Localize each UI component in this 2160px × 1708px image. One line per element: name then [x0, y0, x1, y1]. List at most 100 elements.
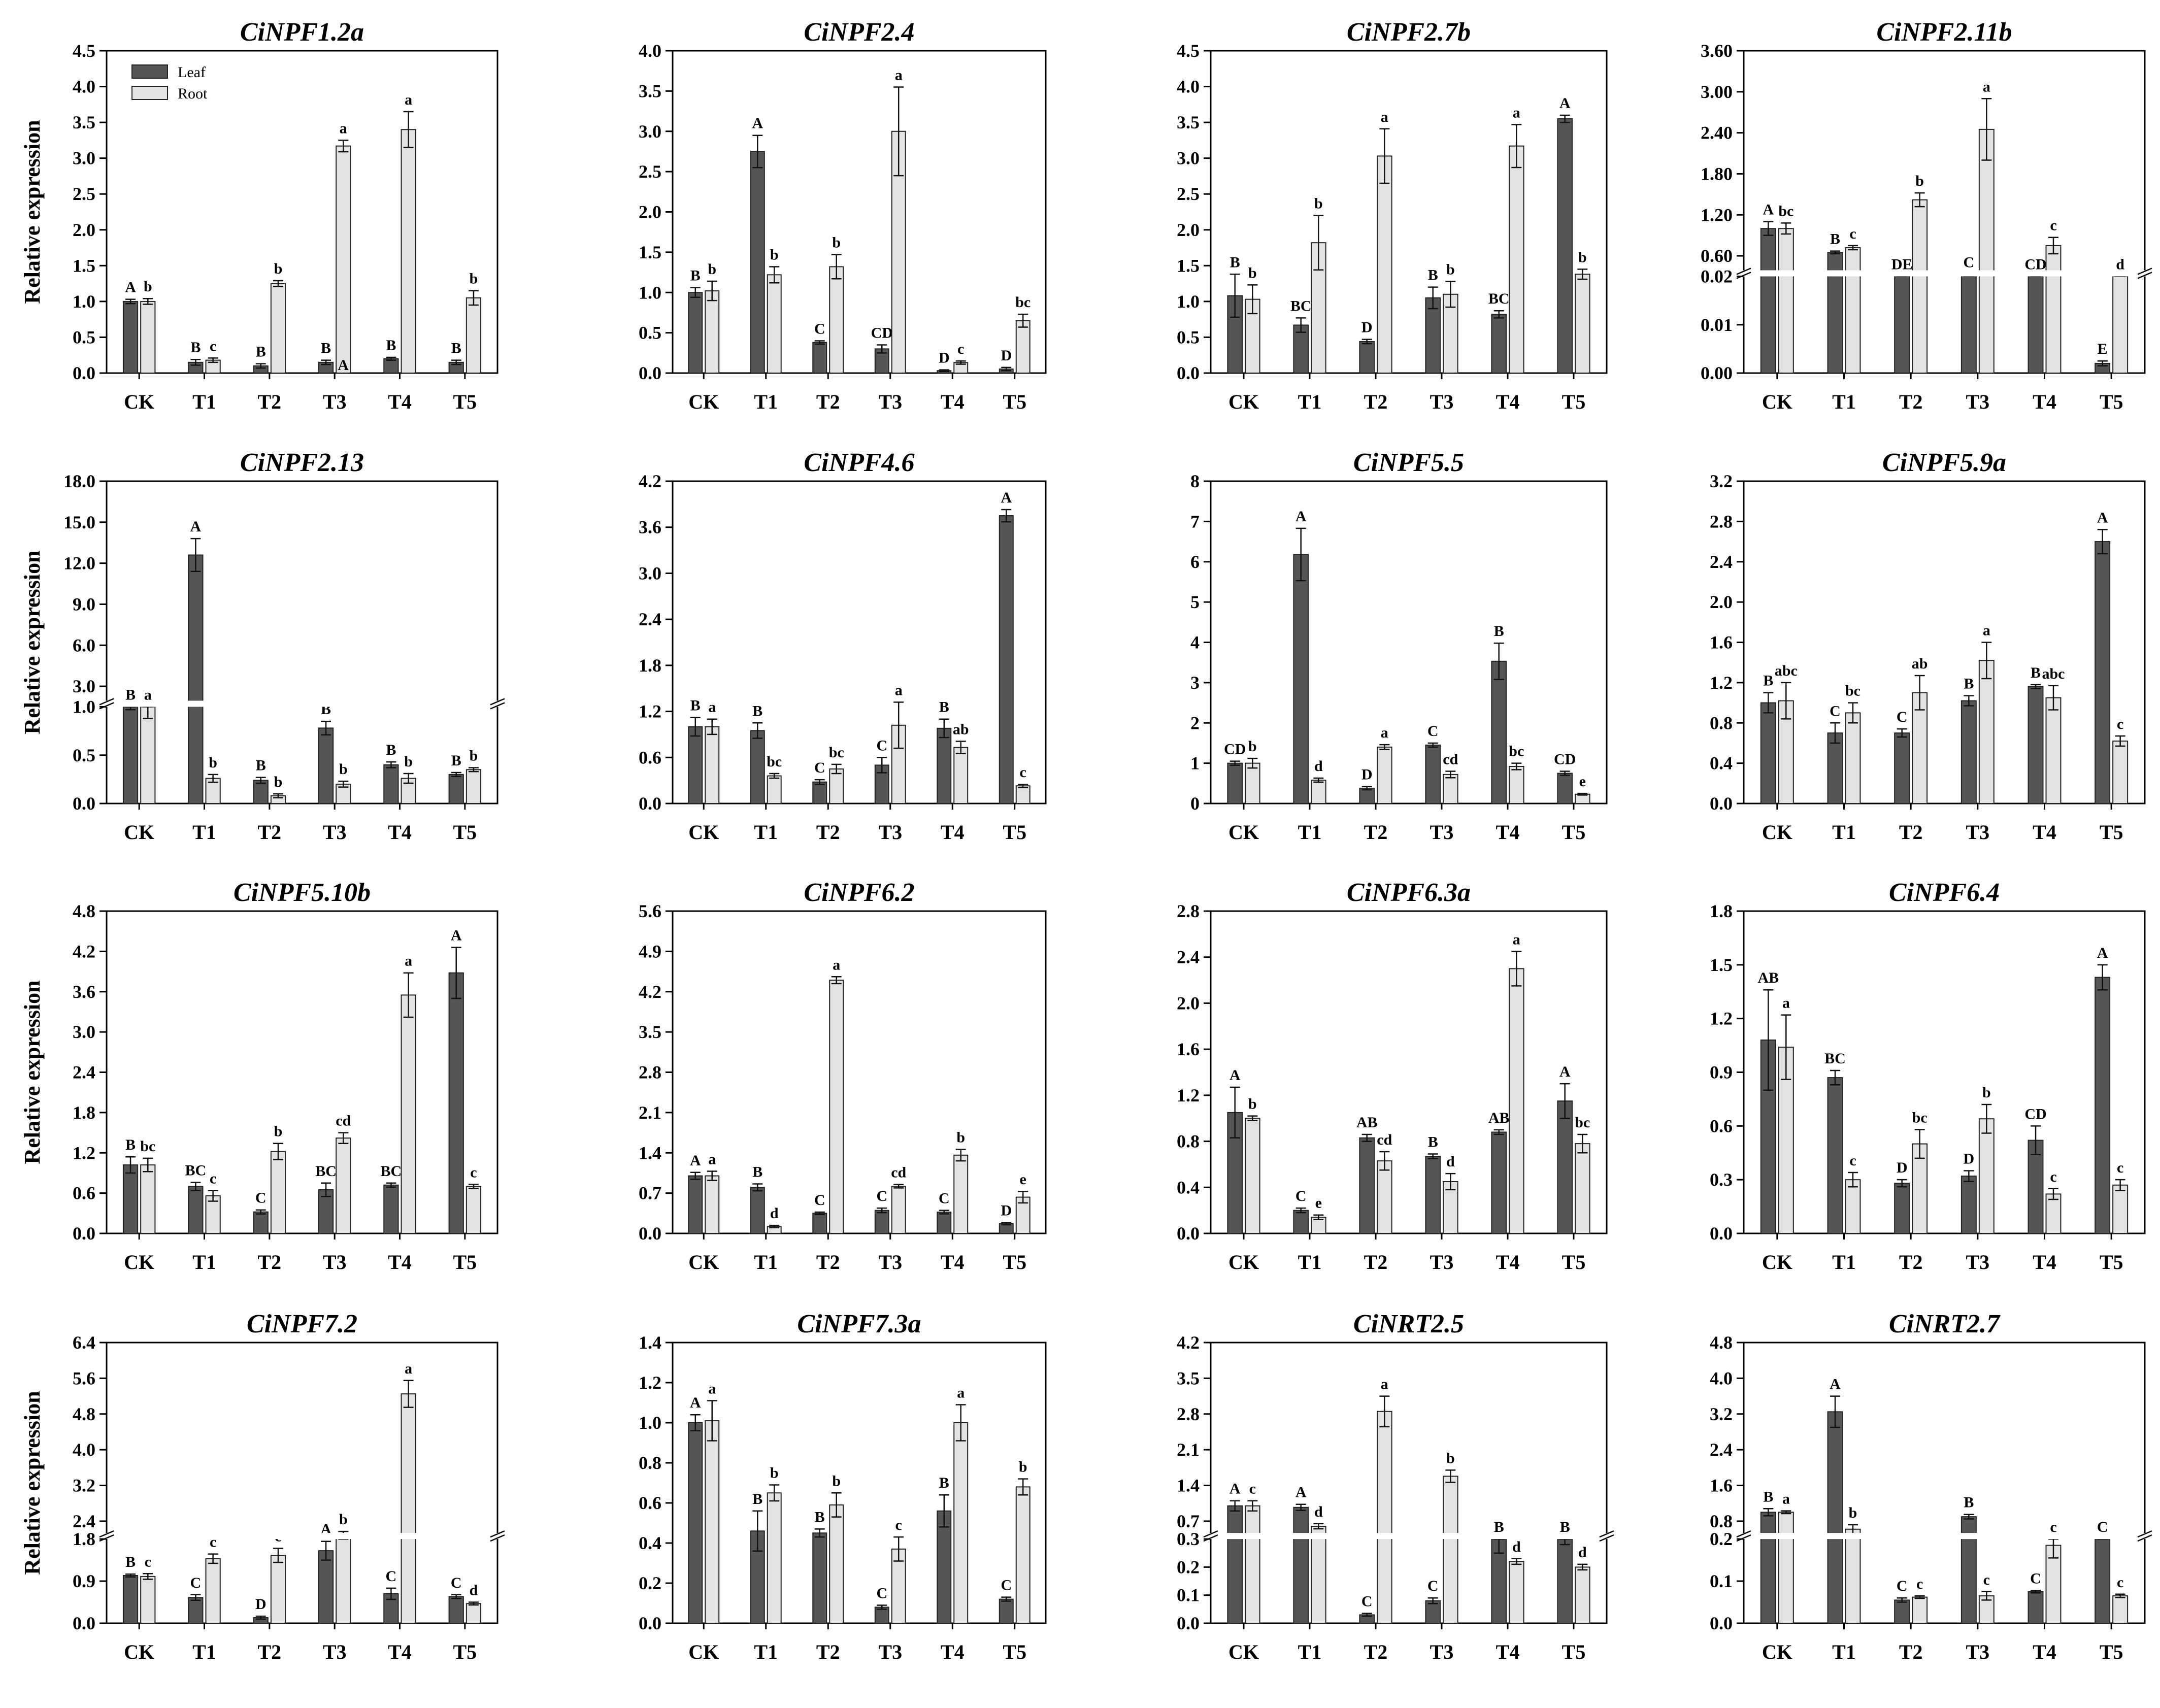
bar-leaf-T2 — [812, 1532, 827, 1624]
significance-label: C — [255, 1190, 267, 1207]
bar-leaf-T5 — [1557, 1100, 1573, 1234]
bar-leaf-T3 — [874, 1210, 889, 1234]
y-tick-label: 2.8 — [1177, 1404, 1200, 1424]
bar-leaf-T2 — [1894, 276, 1910, 374]
significance-label: A — [1763, 202, 1774, 218]
y-tick-label: 2.8 — [1177, 901, 1200, 921]
bar-leaf-CK — [688, 292, 703, 374]
y-tick-label: 1.6 — [1177, 1039, 1200, 1059]
y-tick-label: 0.5 — [73, 745, 95, 765]
panel-title: CiNPF2.13 — [240, 448, 364, 477]
bar-leaf-T4 — [1491, 1131, 1507, 1234]
significance-label: CD — [2024, 256, 2046, 273]
significance-label: d — [1446, 1153, 1455, 1170]
y-tick-label: 1.4 — [639, 1332, 661, 1353]
bar-leaf-T5 — [2095, 541, 2111, 804]
y-tick-label: 4.2 — [1177, 1332, 1200, 1353]
bar-root-CK — [1778, 228, 1794, 374]
significance-label: bc — [140, 1138, 155, 1155]
bar-leaf-T1 — [1827, 1077, 1843, 1234]
bar-root-T5 — [2112, 1595, 2129, 1624]
significance-label: c — [2117, 716, 2123, 732]
significance-label: a — [405, 1360, 412, 1377]
bar-leaf-CK — [1760, 228, 1776, 374]
category-label: T2 — [1899, 390, 1923, 413]
significance-label: e — [1579, 773, 1586, 790]
significance-label: D — [1964, 1151, 1975, 1167]
significance-label: C — [939, 1190, 950, 1207]
y-tick-label: 0.4 — [1710, 753, 1733, 774]
category-label: T5 — [453, 1640, 477, 1663]
significance-label: B — [2031, 664, 2041, 681]
significance-label: b — [274, 260, 283, 277]
bar-root-T4 — [401, 129, 416, 374]
significance-label: e — [1020, 1171, 1026, 1188]
bar-leaf-T1 — [750, 1187, 765, 1234]
y-tick-label: 2.40 — [1701, 123, 1733, 143]
bar-root-CK — [140, 300, 156, 374]
significance-label: a — [1381, 109, 1388, 125]
legend-label-leaf: Leaf — [178, 64, 206, 81]
bar-leaf-T3 — [1425, 1156, 1441, 1234]
category-label: T5 — [453, 390, 477, 413]
bar-leaf-T2 — [253, 1211, 269, 1234]
category-label: T5 — [453, 821, 477, 844]
significance-label: b — [1248, 1096, 1257, 1113]
significance-label: b — [1019, 1459, 1027, 1476]
bar-leaf-T4 — [383, 1184, 399, 1234]
bar-root-T1 — [1845, 712, 1861, 804]
category-label: T5 — [453, 1251, 477, 1274]
category-label: T4 — [1496, 390, 1520, 413]
significance-label: B — [256, 757, 266, 774]
category-label: T4 — [388, 390, 412, 413]
bar-leaf-T2 — [812, 1213, 827, 1234]
significance-label: b — [470, 748, 478, 764]
significance-label: d — [1512, 1538, 1521, 1555]
y-tick-label: 3.0 — [73, 148, 95, 169]
bar-root-T3 — [1978, 660, 1995, 804]
axis-break-mark — [490, 1534, 505, 1542]
bar-root-T2 — [829, 266, 844, 374]
y-tick-label: 2.8 — [639, 1062, 661, 1083]
panel-title: CiNPF2.11b — [1876, 18, 2012, 47]
bar-root-T4 — [953, 747, 969, 805]
significance-label: b — [274, 1123, 283, 1140]
y-tick-label: 1.0 — [639, 282, 661, 303]
category-label: T4 — [941, 1640, 965, 1663]
category-label: T3 — [1430, 1251, 1454, 1274]
bar-leaf-T4 — [2028, 1140, 2044, 1234]
significance-label: a — [1381, 724, 1388, 741]
category-label: T2 — [816, 821, 840, 844]
y-tick-label: 0.4 — [1177, 1177, 1200, 1197]
significance-label: a — [1983, 78, 1990, 95]
y-tick-label: 0.6 — [73, 1183, 95, 1203]
axis-break-mark — [99, 1530, 114, 1538]
bar-leaf-T2 — [1359, 787, 1375, 805]
bar-leaf-CK — [1227, 762, 1243, 804]
panel-CiNPF7-2: CiNPF7.2 0.0 0.9 1.82.4 3.2 4.0 4.8 5.6 6.4 CK B c T… — [20, 1310, 505, 1663]
panel-CiNPF4-6: CiNPF4.6 0.0 0.6 1.2 1.8 2.4 3.0 3.6 4.2 CK B a T1 Bb… — [639, 448, 1047, 844]
y-tick-label: 3.5 — [73, 112, 95, 132]
category-label: T3 — [1966, 821, 1989, 844]
y-tick-label: 4.2 — [639, 982, 661, 1002]
significance-label: B — [939, 1475, 949, 1491]
category-label: T3 — [1430, 390, 1454, 413]
category-label: CK — [124, 821, 154, 844]
category-label: CK — [1762, 1640, 1792, 1663]
plot-frame — [1743, 1342, 2146, 1624]
significance-label: d — [1314, 758, 1323, 775]
category-label: T4 — [1496, 1640, 1520, 1663]
significance-label: B — [321, 340, 331, 357]
significance-label: B — [1763, 673, 1773, 689]
y-tick-label: 0.2 — [1177, 1557, 1200, 1577]
y-tick-label: 4.8 — [73, 1404, 95, 1424]
significance-label: B — [125, 1554, 136, 1570]
y-tick-label: 1.5 — [1177, 255, 1200, 276]
bar-root-T3 — [1978, 1118, 1995, 1234]
significance-label: c — [210, 1170, 216, 1187]
bar-leaf-CK — [122, 1164, 139, 1234]
axis-break-mark — [490, 698, 505, 706]
significance-label: CD — [1554, 751, 1576, 768]
category-label: T5 — [2100, 821, 2123, 844]
y-tick-label: 1.0 — [1177, 291, 1200, 312]
